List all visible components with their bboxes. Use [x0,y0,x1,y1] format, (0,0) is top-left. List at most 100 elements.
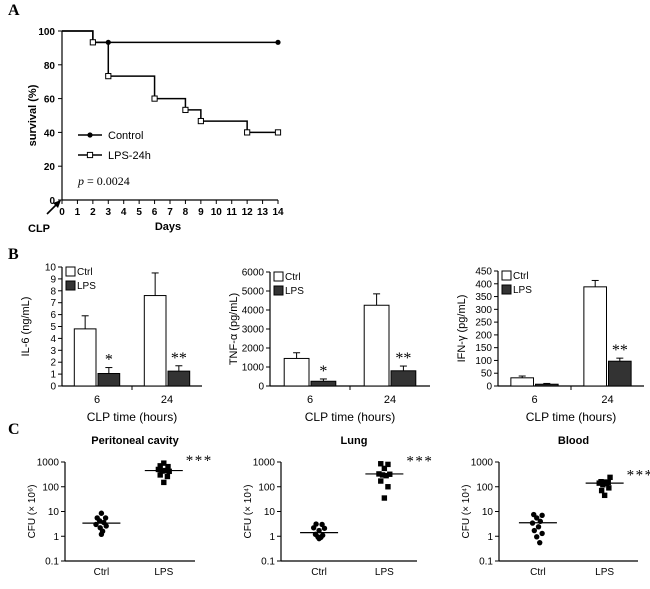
peritoneal-cfu-chart: 0.1 1 10 100 1000 Peritoneal cavity CFU (× 10⁶… [27,435,213,578]
x-tick-label: 1 [75,207,81,218]
y-tick-label: 100 [42,482,59,493]
bar-ctrl [143,295,167,387]
y-tick-label: 100 [38,27,55,38]
data-point-ctrl [316,527,322,534]
data-point-lps [164,473,171,480]
data-point-ctrl [537,518,544,525]
survival-point-lps [105,73,112,80]
y-tick-label: 1000 [253,458,276,469]
y-tick-label: 200 [475,330,492,341]
x-tick-label: LPS [595,567,614,578]
y-tick-label: 8 [50,286,56,297]
y-tick-label: 10 [45,263,57,274]
y-tick-label: 150 [475,343,492,354]
data-point-ctrl [537,539,543,546]
data-point-ctrl [93,521,99,528]
x-axis-title: Days [155,221,181,233]
y-tick-label: 2 [50,358,56,369]
x-tick-label: 10 [211,207,223,218]
data-point-lps [596,480,602,486]
x-tick-label: 6 [307,394,313,406]
bar-lps [390,370,417,387]
data-point-lps [155,466,162,473]
data-point-lps [598,487,605,494]
p-value: p = 0.0024 [77,174,130,188]
data-point-lps [607,474,613,481]
data-point-lps [385,484,391,490]
data-point-lps [381,495,388,501]
data-point-ctrl [529,520,536,526]
legend-swatch [65,280,76,291]
data-point-ctrl [534,515,540,521]
clp-arrow-head [53,200,61,208]
chart-title: Lung [341,435,368,447]
data-point-ctrl [102,515,109,521]
survival-line-lps-24h [62,30,278,134]
y-tick-label: 250 [475,318,492,329]
y-tick-label: 1 [50,370,56,381]
x-tick-label: Ctrl [530,567,546,578]
y-tick-label: 4000 [242,306,265,317]
panel-letter-b: B [8,246,19,263]
y-tick-label: 50 [481,369,493,380]
data-point-ctrl [310,525,317,531]
survival-point-lps [244,129,251,136]
bar-lps [97,373,121,387]
blood-cfu-chart: 0.1 1 10 100 1000 Blood CFU (× 10⁴) Ctrl LPS *** [461,435,650,578]
y-tick-label: 1 [269,532,275,543]
y-tick-label: 300 [475,305,492,316]
significance-marker: *** [627,467,650,483]
y-tick-label: 350 [475,292,492,303]
y-tick-label: 0.1 [45,557,59,568]
data-point-lps [600,482,606,488]
y-tick-label: 60 [44,95,56,106]
significance-marker: ** [171,350,187,367]
data-point-lps [162,467,169,474]
data-point-ctrl [535,524,542,530]
data-point-lps [161,479,167,486]
data-point-ctrl [103,523,109,529]
bar-ctrl [363,304,390,387]
legend-marker-control [87,132,93,138]
data-point-ctrl [316,535,322,542]
data-point-lps [161,460,167,466]
x-axis-title: CLP time (hours) [526,410,616,424]
data-point-lps [379,472,386,478]
legend-swatch [501,270,512,281]
data-point-ctrl [321,525,328,531]
y-tick-label: 7 [50,298,56,309]
y-tick-label: 9 [50,274,56,285]
data-point-lps [603,480,610,487]
x-tick-label: 6 [152,207,158,218]
legend-swatch [273,285,284,296]
y-tick-label: 450 [475,267,492,278]
data-point-ctrl [98,531,105,537]
y-tick-label: 10 [48,507,60,518]
y-tick-label: 4 [50,334,56,345]
y-tick-label: 5000 [242,287,265,298]
survival-point-lps [274,129,282,136]
significance-marker: * [319,363,327,380]
x-tick-label: Ctrl [94,567,110,578]
data-point-ctrl [531,527,538,534]
data-point-lps [166,468,172,475]
survival-point-lps [89,39,96,46]
y-tick-label: 6000 [242,268,265,279]
clp-label: CLP [28,223,50,235]
y-tick-label: 0 [258,382,264,393]
bar-lps [608,360,632,387]
y-tick-label: 10 [482,507,494,518]
data-point-ctrl [534,534,540,540]
x-tick-label: 2 [90,207,96,218]
y-axis-title: CFU (× 10⁴) [461,484,472,538]
y-tick-label: 100 [476,482,493,493]
data-point-lps [381,465,388,472]
survival-point-lps [197,117,204,125]
y-tick-label: 0 [486,382,492,393]
bar-ctrl [73,328,97,387]
significance-marker: *** [186,453,213,469]
legend-swatch [501,284,512,295]
x-tick-label: 14 [272,207,284,218]
